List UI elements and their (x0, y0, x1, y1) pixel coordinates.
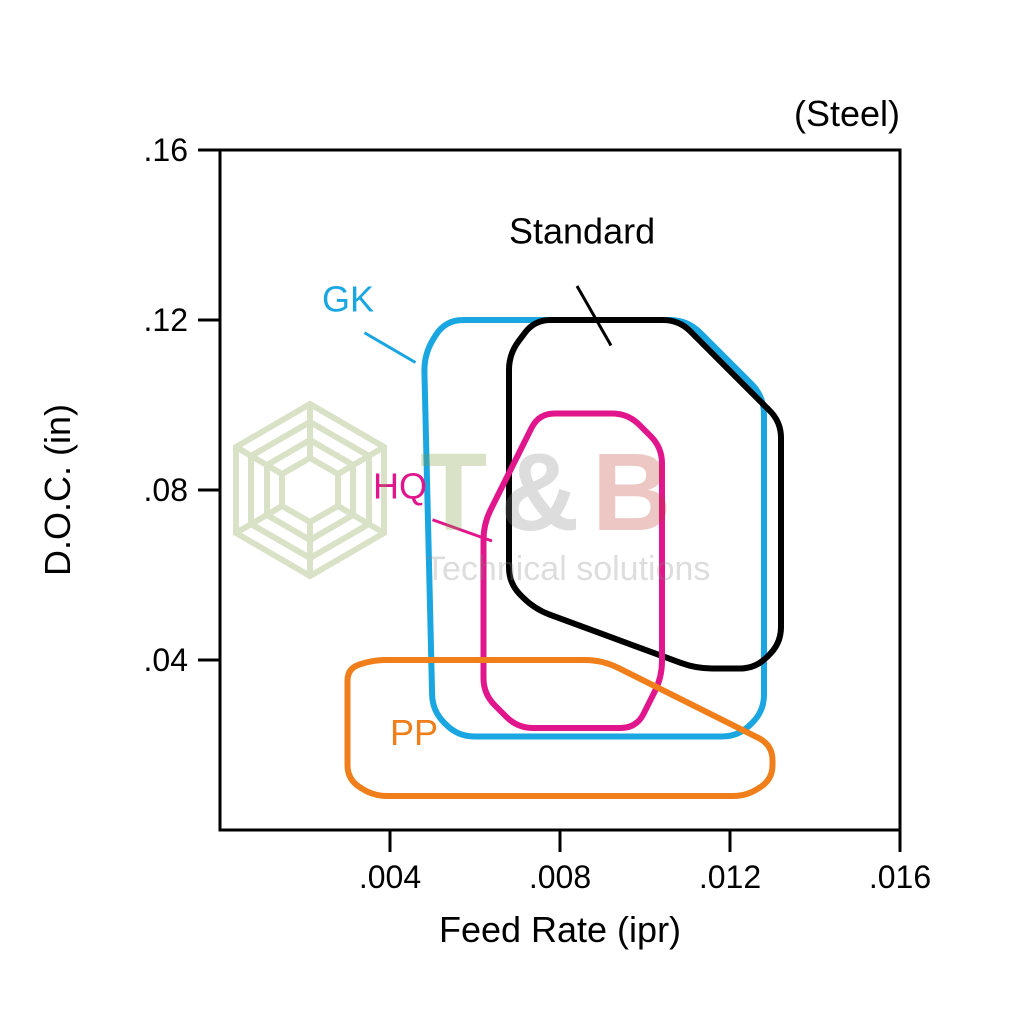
feed-rate-doc-chart: T & B Technical solutions .04.08.12.16.0… (0, 0, 1024, 1024)
x-axis-label: Feed Rate (ipr) (439, 909, 681, 950)
region-label-gk: GK (322, 279, 374, 320)
y-tick-label: .12 (144, 302, 188, 338)
y-tick-label: .16 (144, 132, 188, 168)
region-leader-standard (577, 286, 611, 346)
material-label: (Steel) (794, 93, 900, 134)
chart-svg: .04 .08 .12 .16 .004 .008 .012 .016 Feed Rate (i… (0, 0, 1024, 1024)
region-gk (424, 320, 764, 737)
region-label-standard: Standard (509, 211, 655, 252)
x-tick-label: .016 (869, 859, 931, 895)
x-tick-label: .008 (529, 859, 591, 895)
region-leader-gk (365, 333, 416, 363)
region-label-hq: HQ (373, 466, 427, 507)
x-tick-label: .012 (699, 859, 761, 895)
region-label-pp: PP (390, 712, 438, 753)
x-tick-label: .004 (359, 859, 421, 895)
y-tick-label: .04 (144, 642, 188, 678)
y-tick-label: .08 (144, 472, 188, 508)
y-axis-label: D.O.C. (in) (37, 404, 78, 576)
